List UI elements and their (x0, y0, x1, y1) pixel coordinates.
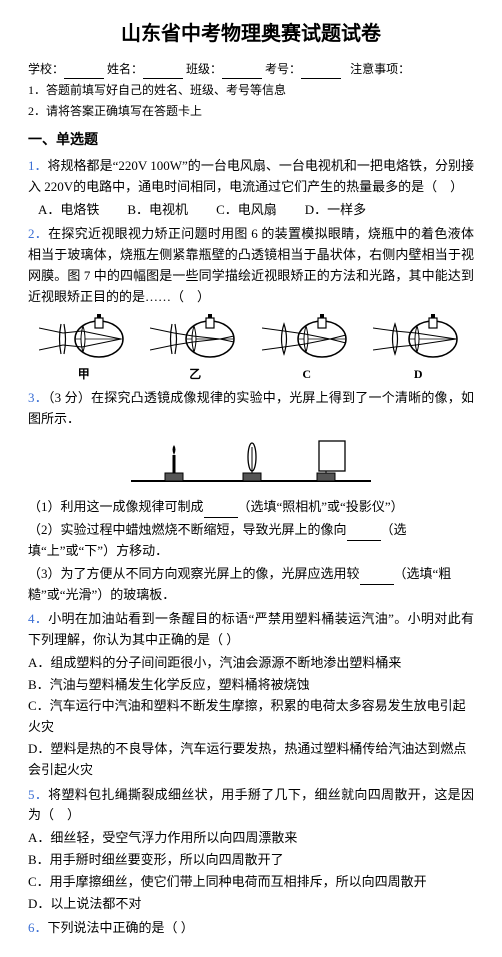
q6-num: 6． (28, 920, 48, 935)
q1-text: 将规格都是“220V 100W”的一台电风扇、一台电视机和一把电烙铁，分别接入 … (28, 158, 474, 194)
q3-sub1: （1）利用这一成像规律可制成 （选填“照相机”或“投影仪”） (28, 497, 474, 518)
name-blank (143, 65, 183, 79)
q2-label-c: C (302, 365, 311, 384)
q2-text: 在探究近视眼视力矫正问题时用图 6 的装置模拟眼睛，烧瓶中的着色液体相当于玻璃体… (28, 226, 474, 303)
q2-fig-a: 甲 (39, 314, 129, 384)
q1-opt-d: D．一样多 (305, 200, 366, 221)
q1-options: A．电烙铁 B．电视机 C．电风扇 D．一样多 (38, 200, 474, 221)
q3-blank2 (347, 528, 381, 541)
examno-blank (301, 65, 341, 79)
q4-options: A．组成塑料的分子间间距很小，汽油会源源不断地渗出塑料桶来 B．汽油与塑料桶发生… (28, 653, 474, 781)
q4-opt-b: B．汽油与塑料桶发生化学反应，塑料桶将被烧蚀 (28, 675, 474, 696)
section-heading: 一、单选题 (28, 130, 474, 152)
notice-label: 注意事项： (350, 62, 410, 76)
q1-num: 1． (28, 158, 48, 173)
question-6: 6．下列说法中正确的是（ ） (28, 918, 474, 939)
q3-sub3: （3）为了方便从不同方向观察光屏上的像，光屏应选用较（选填“粗糙”或“光滑”）的… (28, 564, 474, 606)
q3-sub3a: （3）为了方便从不同方向观察光屏上的像，光屏应选用较 (28, 566, 360, 581)
class-blank (222, 65, 262, 79)
q4-text: 小明在加油站看到一条醒目的标语“严禁用塑料桶装运汽油”。小明对此有下列理解，你认… (28, 611, 474, 647)
q2-num: 2． (28, 226, 48, 241)
q5-opt-c: C．用手摩擦细丝，使它们带上同种电荷而互相排斥，所以向四周散开 (28, 872, 474, 893)
q3-figure (28, 435, 474, 491)
q2-diagrams: 甲 乙 (28, 314, 474, 384)
q5-options: A．细丝轻，受空气浮力作用所以向四周漂散来 B．用手掰时细丝要变形，所以向四周散… (28, 828, 474, 914)
q3-blank1 (204, 505, 238, 518)
q3-blank3 (360, 572, 394, 585)
q4-opt-a: A．组成塑料的分子间间距很小，汽油会源源不断地渗出塑料桶来 (28, 653, 474, 674)
q3-sub1b: （选填“照相机”或“投影仪”） (238, 499, 404, 514)
q1-opt-b: B．电视机 (127, 200, 188, 221)
school-blank (64, 65, 104, 79)
q3-text: （3 分）在探究凸透镜成像规律的实验中，光屏上得到了一个清晰的像，如图所示． (28, 390, 474, 426)
question-1: 1．将规格都是“220V 100W”的一台电风扇、一台电视机和一把电烙铁，分别接… (28, 156, 474, 198)
q2-label-b: 乙 (189, 365, 201, 384)
question-2: 2．在探究近视眼视力矫正问题时用图 6 的装置模拟眼睛，烧瓶中的着色液体相当于玻… (28, 224, 474, 307)
question-5: 5．将塑料包扎绳撕裂成细丝状，用手掰了几下，细丝就向四周散开，这是因为（ ） (28, 785, 474, 827)
school-label: 学校： (28, 62, 64, 76)
q4-opt-d: D．塑料是热的不良导体，汽车运行要发热，热通过塑料桶传给汽油达到燃点会引起火灾 (28, 739, 474, 781)
q3-sub1a: （1）利用这一成像规律可制成 (28, 499, 204, 514)
q3-sub2: （2）实验过程中蜡烛燃烧不断缩短，导致光屏上的像向（选填“上”或“下”）方移动． (28, 520, 474, 562)
exam-header-row: 学校： 姓名： 班级： 考号： 注意事项： (28, 60, 474, 79)
q4-num: 4． (28, 611, 48, 626)
question-4: 4．小明在加油站看到一条醒目的标语“严禁用塑料桶装运汽油”。小明对此有下列理解，… (28, 609, 474, 651)
q4-opt-c: C．汽车运行中汽油和塑料不断发生摩擦，积累的电荷太多容易发生放电引起火灾 (28, 696, 474, 738)
q2-label-d: D (414, 365, 423, 384)
q5-text: 将塑料包扎绳撕裂成细丝状，用手掰了几下，细丝就向四周散开，这是因为（ ） (28, 787, 474, 823)
q1-opt-a: A．电烙铁 (38, 200, 99, 221)
q2-fig-b: 乙 (150, 314, 240, 384)
note2: 2．请将答案正确填写在答题卡上 (28, 102, 474, 121)
q5-opt-b: B．用手掰时细丝要变形，所以向四周散开了 (28, 850, 474, 871)
q2-label-a: 甲 (78, 365, 90, 384)
q2-fig-d: D (373, 314, 463, 384)
examno-label: 考号： (265, 62, 301, 76)
q3-num: 3． (28, 390, 48, 405)
page-title: 山东省中考物理奥赛试题试卷 (28, 18, 474, 50)
question-3: 3．（3 分）在探究凸透镜成像规律的实验中，光屏上得到了一个清晰的像，如图所示． (28, 388, 474, 430)
q5-num: 5． (28, 787, 48, 802)
class-label: 班级： (186, 62, 222, 76)
q3-sub2a: （2）实验过程中蜡烛燃烧不断缩短，导致光屏上的像向 (28, 522, 347, 537)
q5-opt-d: D．以上说法都不对 (28, 894, 474, 915)
q2-fig-c: C (262, 314, 352, 384)
name-label: 姓名： (107, 62, 143, 76)
q5-opt-a: A．细丝轻，受空气浮力作用所以向四周漂散来 (28, 828, 474, 849)
note1: 1．答题前填写好自己的姓名、班级、考号等信息 (28, 81, 474, 100)
q1-opt-c: C．电风扇 (216, 200, 277, 221)
q6-text: 下列说法中正确的是（ ） (48, 920, 194, 935)
